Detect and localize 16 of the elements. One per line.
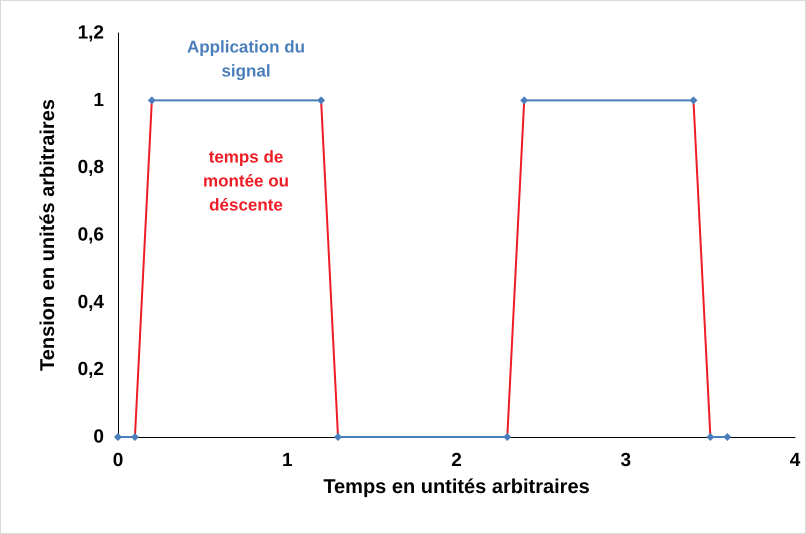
- y-tick-label: 1: [93, 90, 104, 111]
- y-tick-label: 1,2: [78, 22, 104, 44]
- x-tick-label: 4: [790, 450, 801, 471]
- y-tick-label: 0,2: [78, 359, 104, 380]
- y-tick-label: 0,4: [78, 292, 104, 313]
- y-axis-title: Tension en unités arbitraires: [37, 99, 59, 371]
- y-tick-label: 0,8: [78, 157, 104, 178]
- x-tick-label: 1: [282, 450, 293, 471]
- annotation: Application du signal: [186, 38, 306, 80]
- annotation: temps de montée ou déscente: [203, 148, 289, 214]
- y-tick-label: 0: [93, 426, 104, 448]
- x-tick-label: 0: [112, 450, 124, 471]
- x-axis-title: Temps en untités arbitraires: [323, 476, 590, 498]
- x-tick-label: 3: [620, 450, 632, 471]
- x-tick-label: 2: [451, 450, 462, 471]
- y-tick-label: 0,6: [78, 224, 104, 246]
